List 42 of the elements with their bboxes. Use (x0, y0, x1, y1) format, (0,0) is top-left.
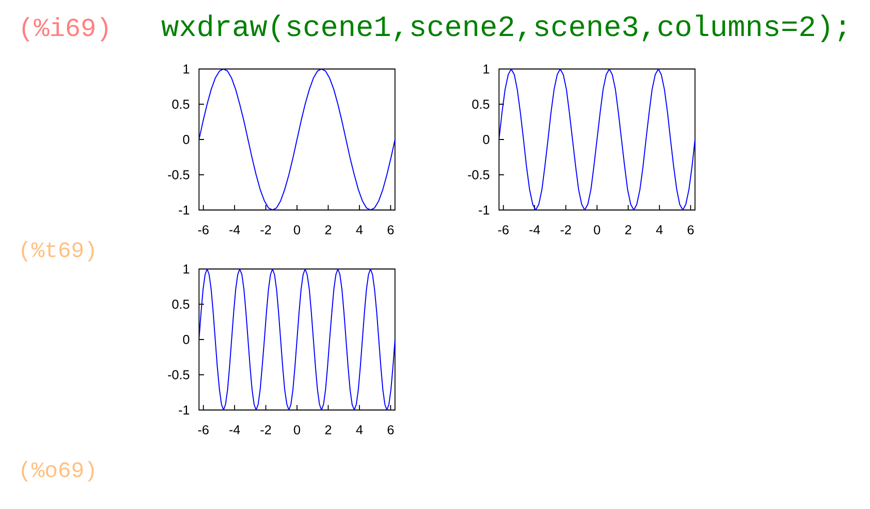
y-tick-label: 0.5 (472, 100, 490, 109)
y-tick-label: -1 (478, 206, 490, 214)
x-tick-label: -6 (198, 425, 209, 434)
y-tick-label: 1 (484, 64, 490, 74)
x-tick-label: 6 (388, 225, 394, 234)
x-tick-label: -2 (560, 225, 571, 234)
y-tick-label: 0 (183, 134, 190, 144)
x-tick-label: 4 (356, 425, 363, 434)
y-tick-label: -0.5 (168, 370, 190, 380)
x-tick-label: 6 (388, 425, 394, 434)
x-tick-label: -4 (529, 225, 540, 234)
text: (%o69) (22, 461, 94, 482)
x-tick-label: 2 (325, 425, 332, 434)
text: wxdraw(scene1,scene2,scene3,columns=2); (161, 14, 846, 42)
x-tick-label: 0 (294, 425, 300, 434)
text: (%i69) (22, 17, 108, 42)
y-tick-label: 1 (184, 64, 190, 74)
x-tick-label: 6 (688, 225, 694, 234)
y-tick-label: 0 (483, 134, 490, 144)
x-tick-label: -2 (260, 225, 271, 234)
x-tick-label: 4 (356, 225, 363, 234)
y-tick-label: 0 (183, 334, 190, 344)
y-tick-label: 0.5 (172, 100, 190, 109)
line-series (199, 268, 396, 410)
x-tick-label: 0 (594, 225, 600, 234)
y-tick-label: 1 (184, 264, 190, 274)
x-tick-label: -4 (229, 225, 240, 234)
x-tick-label: 4 (656, 225, 663, 234)
x-tick-label: -4 (229, 425, 240, 434)
y-tick-label: -1 (178, 406, 190, 414)
y-tick-label: -0.5 (468, 170, 490, 180)
x-tick-label: 2 (325, 225, 332, 234)
y-tick-label: 0.5 (172, 300, 190, 309)
x-tick-label: 0 (294, 225, 300, 234)
line-series (499, 68, 696, 210)
x-tick-label: 2 (625, 225, 632, 234)
y-tick-label: -0.5 (168, 170, 190, 180)
x-tick-label: -6 (198, 225, 209, 234)
text: (%t69) (22, 241, 94, 262)
x-tick-label: -2 (260, 425, 271, 434)
x-tick-label: -6 (498, 225, 509, 234)
y-tick-label: -1 (178, 206, 190, 214)
